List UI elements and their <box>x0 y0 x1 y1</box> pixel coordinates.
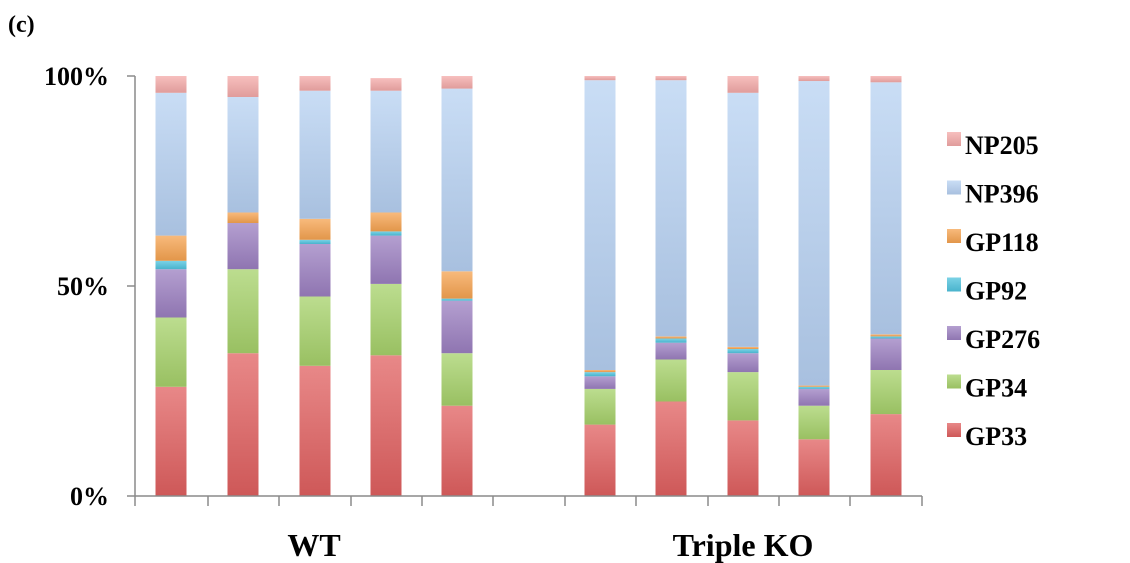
bar-segment-gp92 <box>441 298 473 301</box>
bar-segment-gp33 <box>655 401 687 496</box>
bar-segment-gp118 <box>870 334 902 337</box>
bar-segment-gp118 <box>727 346 759 349</box>
bar-segment-gp118 <box>798 385 830 387</box>
legend-label: GP276 <box>965 325 1040 354</box>
y-tick-label: 50% <box>57 272 109 301</box>
bar-segment-np205 <box>441 76 473 89</box>
legend-label: GP34 <box>965 374 1027 403</box>
bar-segment-np205 <box>798 76 830 82</box>
bar-segment-gp34 <box>798 405 830 440</box>
bar-segment-gp33 <box>299 365 331 496</box>
bar-segment-np205 <box>155 76 187 93</box>
group-label: Triple KO <box>673 527 814 563</box>
bar-segment-gp92 <box>655 338 687 343</box>
bar-segment-gp92 <box>299 239 331 244</box>
bar-segment-np396 <box>727 92 759 347</box>
bar-segment-gp34 <box>727 372 759 421</box>
bar-segment-gp34 <box>441 353 473 406</box>
bar-segment-gp33 <box>870 414 902 496</box>
bar-segment-np396 <box>655 80 687 337</box>
bar-segment-gp92 <box>798 386 830 389</box>
legend-label: GP118 <box>965 228 1039 257</box>
bar-segment-gp34 <box>155 317 187 387</box>
bar-segment-gp276 <box>655 342 687 360</box>
legend-swatch <box>947 132 961 146</box>
bar-segment-gp118 <box>584 370 616 373</box>
bar-segment-gp276 <box>798 388 830 406</box>
bar-segment-gp33 <box>370 355 402 496</box>
bar-segment-np205 <box>655 76 687 81</box>
bar-segment-gp33 <box>441 405 473 496</box>
bar-segment-gp118 <box>155 235 187 261</box>
bar-segment-gp92 <box>370 231 402 236</box>
bar-segment-np396 <box>227 97 259 213</box>
legend-label: GP33 <box>965 422 1027 451</box>
bar-segment-gp33 <box>227 353 259 496</box>
bar-segment-gp276 <box>299 244 331 297</box>
y-tick-label: 100% <box>44 62 109 91</box>
legend-swatch <box>947 229 961 243</box>
bar-segment-np396 <box>370 90 402 213</box>
legend-swatch <box>947 180 961 195</box>
bar-segment-gp34 <box>370 283 402 356</box>
bar-segment-np205 <box>227 76 259 97</box>
legend-swatch <box>947 326 961 340</box>
bar-segment-np396 <box>155 92 187 236</box>
bar-segment-np396 <box>441 88 473 272</box>
bar-segment-np396 <box>870 82 902 335</box>
panel-label: (c) <box>8 12 35 38</box>
bar-segment-gp34 <box>227 269 259 354</box>
bar-segment-gp92 <box>584 372 616 377</box>
group-label: WT <box>287 527 340 563</box>
bar-segment-np205 <box>870 76 902 83</box>
bar-segment-gp118 <box>441 271 473 299</box>
legend-swatch <box>947 423 961 437</box>
bar-segment-gp276 <box>441 300 473 354</box>
bar-segment-gp34 <box>299 296 331 366</box>
bar-segment-np205 <box>370 78 402 91</box>
bar-segment-np205 <box>584 76 616 81</box>
bar-segment-gp34 <box>584 388 616 425</box>
bar-segment-gp276 <box>227 223 259 270</box>
bar-segment-gp34 <box>870 370 902 415</box>
legend-label: NP205 <box>965 131 1039 160</box>
bar-segment-gp92 <box>727 349 759 354</box>
bar-segment-gp118 <box>370 212 402 232</box>
bar-segment-gp92 <box>155 260 187 270</box>
bar-segment-gp276 <box>870 338 902 370</box>
legend-swatch <box>947 374 961 389</box>
bar-segment-np396 <box>299 90 331 219</box>
bar-segment-gp118 <box>227 212 259 223</box>
bar-segment-gp276 <box>155 269 187 318</box>
bar-segment-gp33 <box>798 439 830 496</box>
bar-segment-gp92 <box>870 336 902 339</box>
bar-segment-gp276 <box>727 353 759 373</box>
bar-segment-np205 <box>727 76 759 93</box>
bar-segment-gp33 <box>155 386 187 496</box>
bar-segment-gp118 <box>299 218 331 240</box>
bar-segment-np205 <box>299 76 331 91</box>
bar-segment-np396 <box>584 80 616 370</box>
y-tick-label: 0% <box>70 482 109 511</box>
bar-segment-gp118 <box>655 336 687 339</box>
bar-segment-gp276 <box>370 235 402 284</box>
bar-segment-gp33 <box>584 424 616 496</box>
legend-label: NP396 <box>965 180 1039 209</box>
bar-segment-gp34 <box>655 359 687 402</box>
legend-swatch <box>947 277 961 292</box>
bar-segment-gp33 <box>727 420 759 496</box>
bar-segment-gp276 <box>584 376 616 389</box>
legend-label: GP92 <box>965 277 1027 306</box>
bar-segment-np396 <box>798 81 830 386</box>
